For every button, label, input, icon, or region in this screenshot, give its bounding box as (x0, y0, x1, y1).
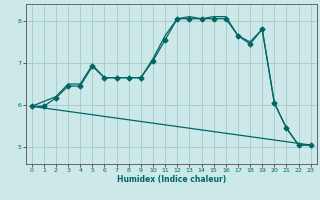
X-axis label: Humidex (Indice chaleur): Humidex (Indice chaleur) (116, 175, 226, 184)
